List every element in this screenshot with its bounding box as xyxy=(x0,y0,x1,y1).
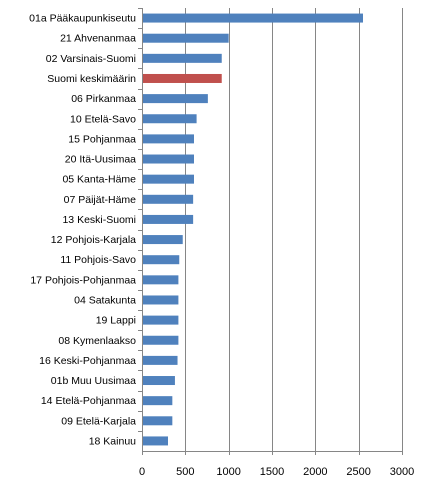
bar xyxy=(142,396,173,406)
bar xyxy=(142,416,173,426)
category-label: 06 Pirkanmaa xyxy=(71,93,136,105)
x-tick-label: 500 xyxy=(176,466,194,478)
category-label: Suomi keskimäärin xyxy=(47,73,136,85)
bar xyxy=(142,13,363,23)
category-label: 18 Kainuu xyxy=(89,435,136,447)
bar xyxy=(142,376,175,386)
category-label: 14 Etelä-Pohjanmaa xyxy=(41,395,136,407)
category-label: 19 Lappi xyxy=(96,315,136,327)
bar xyxy=(142,255,180,265)
category-label: 15 Pohjanmaa xyxy=(68,133,136,145)
category-label: 12 Pohjois-Karjala xyxy=(51,234,136,246)
category-label: 13 Keski-Suomi xyxy=(62,214,136,226)
x-tick-label: 1500 xyxy=(260,466,284,478)
bars xyxy=(142,13,363,446)
category-label: 17 Pohjois-Pohjanmaa xyxy=(30,274,136,286)
x-tick-label: 2000 xyxy=(303,466,327,478)
category-label: 11 Pohjois-Savo xyxy=(60,254,136,266)
category-label: 10 Etelä-Savo xyxy=(70,113,136,125)
bar xyxy=(142,33,229,43)
bar xyxy=(142,436,168,446)
category-label: 21 Ahvenanmaa xyxy=(60,33,136,45)
category-label: 16 Keski-Pohjanmaa xyxy=(39,355,136,367)
category-label: 08 Kymenlaakso xyxy=(58,335,136,347)
category-label: 09 Etelä-Karjala xyxy=(61,415,136,427)
bar xyxy=(142,114,197,124)
category-label: 01a Pääkaupunkiseutu xyxy=(29,13,136,25)
axes xyxy=(138,8,403,455)
category-label: 02 Varsinais-Suomi xyxy=(46,53,136,65)
gridlines xyxy=(185,8,403,451)
category-label: 04 Satakunta xyxy=(74,294,136,306)
category-labels: 01a Pääkaupunkiseutu 21 Ahvenanmaa 02 Vars… xyxy=(29,13,136,448)
bar xyxy=(142,134,194,144)
bar xyxy=(142,53,222,63)
x-tick-label: 0 xyxy=(139,466,145,478)
x-tick-label: 3000 xyxy=(390,466,414,478)
category-label: 01b Muu Uusimaa xyxy=(51,375,136,387)
tick-labels: 0 500 1000 1500 2000 2500 3000 xyxy=(139,466,414,478)
bar xyxy=(142,235,183,245)
x-tick-label: 1000 xyxy=(216,466,240,478)
bar xyxy=(142,275,179,285)
category-label: 07 Päijät-Häme xyxy=(64,194,137,206)
x-tick-label: 2500 xyxy=(346,466,370,478)
bar xyxy=(142,174,194,184)
bar xyxy=(142,154,194,164)
bar xyxy=(142,73,222,83)
bar xyxy=(142,355,178,365)
bar xyxy=(142,315,179,325)
category-label: 20 Itä-Uusimaa xyxy=(65,154,136,166)
bar xyxy=(142,194,194,204)
bar xyxy=(142,295,179,305)
bar xyxy=(142,94,208,104)
bar xyxy=(142,335,179,345)
category-label: 05 Kanta-Häme xyxy=(62,174,136,186)
bar xyxy=(142,214,194,224)
